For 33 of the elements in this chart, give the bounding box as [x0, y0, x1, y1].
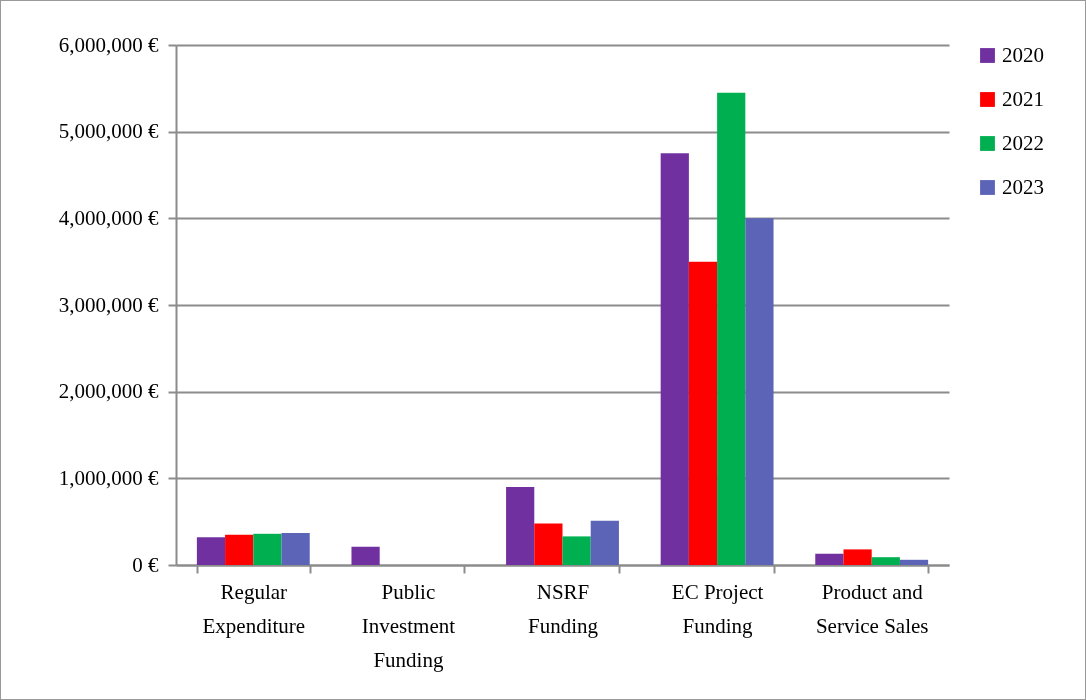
- bar: [225, 534, 254, 565]
- bar: [899, 559, 929, 565]
- x-tick-label: EC Project Funding: [671, 579, 764, 638]
- legend-label: 2023: [1002, 174, 1044, 199]
- y-tick-label: 4,000,000 €: [58, 205, 159, 230]
- x-tick-label: Regular Expenditure: [202, 579, 306, 638]
- x-tick-label: NSRF Funding: [527, 579, 599, 638]
- bar: [506, 487, 535, 565]
- x-tick-label: Product and Service Sales: [815, 579, 929, 638]
- bar: [815, 553, 844, 565]
- y-tick-label: 5,000,000 €: [58, 119, 159, 144]
- bar: [196, 537, 226, 565]
- legend-label: 2020: [1002, 42, 1044, 67]
- bar: [745, 218, 774, 565]
- y-tick-label: 3,000,000 €: [58, 292, 159, 317]
- bar: [534, 523, 563, 565]
- bar: [562, 536, 591, 565]
- bar: [281, 532, 310, 565]
- bar: [660, 153, 689, 565]
- bar: [843, 549, 872, 565]
- bar: [688, 261, 718, 565]
- legend-label: 2021: [1002, 86, 1044, 111]
- bar: [253, 533, 282, 565]
- legend-label: 2022: [1002, 130, 1044, 155]
- bar: [871, 557, 900, 565]
- y-tick-label: 6,000,000 €: [58, 32, 159, 57]
- y-tick-label: 0 €: [132, 552, 159, 577]
- bar: [717, 92, 746, 565]
- y-tick-label: 1,000,000 €: [58, 465, 159, 490]
- y-tick-label: 2,000,000 €: [58, 379, 159, 404]
- x-tick-label: Public Investment Funding: [361, 579, 456, 672]
- bar: [351, 546, 380, 565]
- bar: [590, 520, 619, 565]
